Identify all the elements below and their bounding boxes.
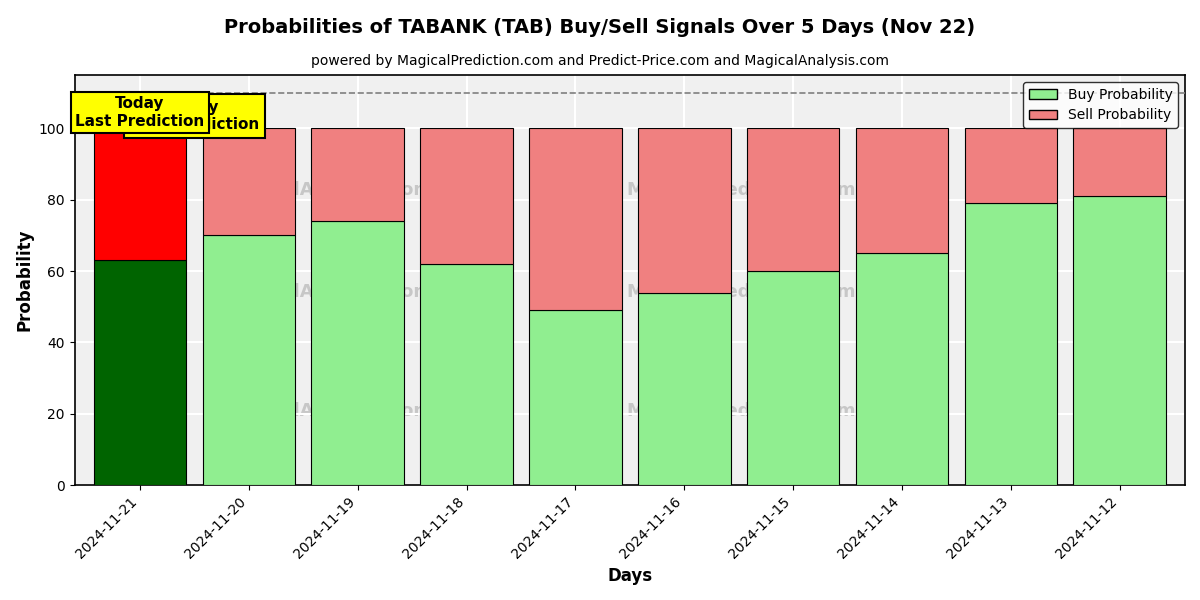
Bar [638, 293, 731, 485]
Bar [94, 128, 186, 260]
Text: calAnalysis.com: calAnalysis.com [271, 283, 433, 301]
Text: powered by MagicalPrediction.com and Predict-Price.com and MagicalAnalysis.com: powered by MagicalPrediction.com and Pre… [311, 54, 889, 68]
Text: MagicalPrediction.com: MagicalPrediction.com [626, 181, 856, 199]
Text: calAnalysis.com: calAnalysis.com [271, 181, 433, 199]
Text: Probabilities of TABANK (TAB) Buy/Sell Signals Over 5 Days (Nov 22): Probabilities of TABANK (TAB) Buy/Sell S… [224, 18, 976, 37]
Y-axis label: Probability: Probability [16, 229, 34, 331]
Text: MagicalPrediction.com: MagicalPrediction.com [626, 283, 856, 301]
Bar [856, 253, 948, 485]
Bar [203, 235, 295, 485]
Bar [856, 128, 948, 253]
Bar [420, 264, 512, 485]
Bar [529, 128, 622, 310]
Bar [746, 128, 839, 271]
Text: calAnalysis.com: calAnalysis.com [271, 402, 433, 420]
Bar [420, 128, 512, 264]
Text: MagicalPrediction.com: MagicalPrediction.com [626, 402, 856, 420]
Bar [965, 203, 1057, 485]
Bar [1074, 196, 1166, 485]
X-axis label: Days: Days [607, 567, 653, 585]
Bar [529, 310, 622, 485]
Bar [965, 128, 1057, 203]
Bar [638, 128, 731, 293]
Text: Today
Last Prediction: Today Last Prediction [76, 97, 204, 129]
Bar [746, 271, 839, 485]
Legend: Buy Probability, Sell Probability: Buy Probability, Sell Probability [1024, 82, 1178, 128]
Bar [94, 260, 186, 485]
Text: Today
Last Prediction: Today Last Prediction [130, 100, 259, 133]
Bar [312, 128, 404, 221]
Bar [312, 221, 404, 485]
Bar [203, 128, 295, 235]
Bar [1074, 128, 1166, 196]
